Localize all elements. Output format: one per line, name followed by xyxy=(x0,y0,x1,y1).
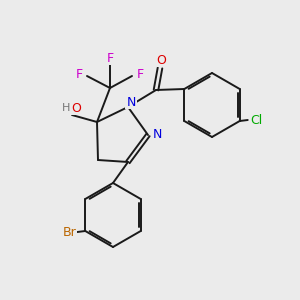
Text: N: N xyxy=(126,95,136,109)
Text: N: N xyxy=(152,128,162,142)
Text: F: F xyxy=(136,68,144,82)
Text: F: F xyxy=(75,68,82,82)
Text: H: H xyxy=(62,103,70,113)
Text: F: F xyxy=(106,52,114,64)
Text: Br: Br xyxy=(62,226,76,239)
Text: O: O xyxy=(156,53,166,67)
Text: Cl: Cl xyxy=(250,113,263,127)
Text: O: O xyxy=(71,101,81,115)
